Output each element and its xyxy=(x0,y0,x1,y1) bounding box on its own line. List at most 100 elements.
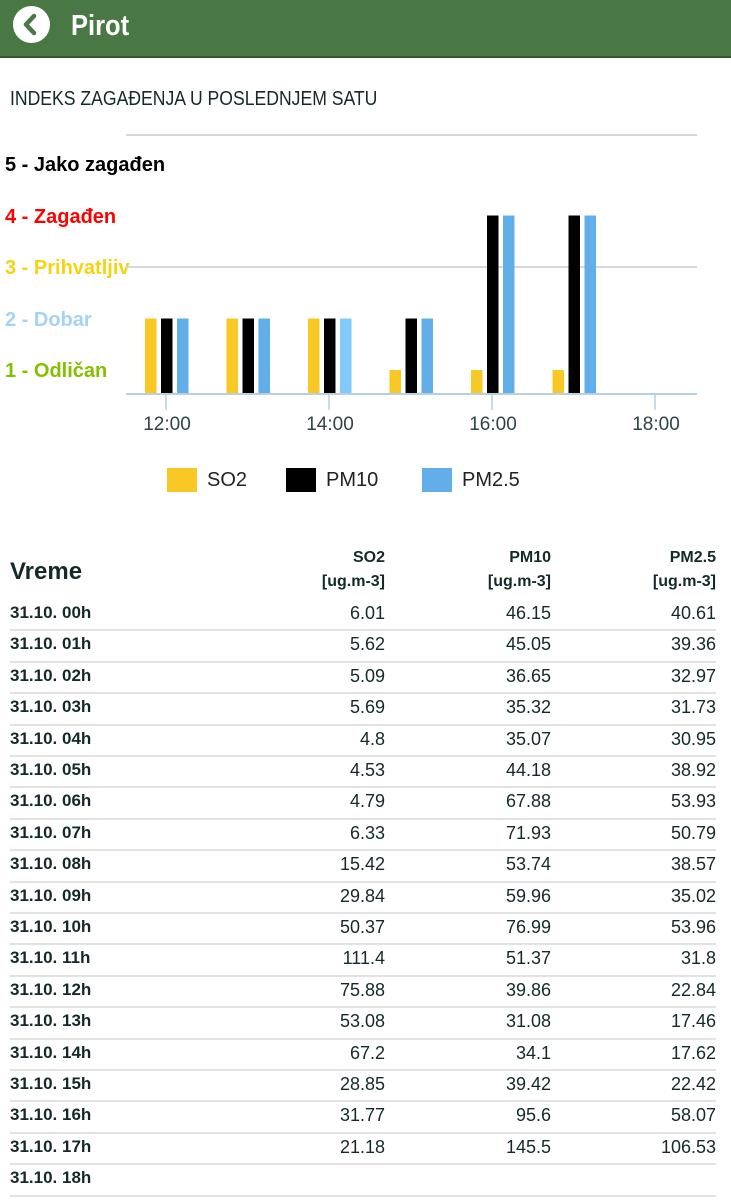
bar-pm10-15 xyxy=(405,318,417,394)
row-value: 39.36 xyxy=(670,634,716,655)
legend-label: SO2 xyxy=(207,468,248,491)
row-time: 31.10. 14h xyxy=(10,1042,92,1062)
row-value: 67.2 xyxy=(349,1042,385,1063)
legend-label: PM2.5 xyxy=(462,468,520,491)
row-value: 71.93 xyxy=(505,822,551,843)
legend-item-pm25[interactable]: PM2.5 xyxy=(422,468,520,492)
legend-swatch xyxy=(167,468,197,492)
bar-pm10-13 xyxy=(242,318,254,394)
table-row: 31.10. 18h xyxy=(10,1165,716,1197)
column-unit: [ug.m-3] xyxy=(652,573,716,590)
row-value: 34.1 xyxy=(515,1042,551,1063)
row-time: 31.10. 00h xyxy=(10,603,92,622)
table-row: 31.10. 14h 67.2 34.1 17.62 xyxy=(10,1040,716,1071)
table-row: 31.10. 06h 4.79 67.88 53.93 xyxy=(10,788,716,820)
row-value: 35.02 xyxy=(670,885,716,906)
legend-item-pm10[interactable]: PM10 xyxy=(286,468,378,492)
bar-pm25-15 xyxy=(421,318,433,394)
row-value: 111.4 xyxy=(342,948,385,969)
table-row: 31.10. 11h 111.4 51.37 31.8 xyxy=(10,945,716,977)
bar-pm25-14 xyxy=(340,318,352,394)
row-time: 31.10. 05h xyxy=(10,760,92,779)
section-title: INDEKS ZAGAĐENJA U POSLEDNJEM SATU xyxy=(10,88,378,110)
column-unit: [ug.m-3] xyxy=(487,573,551,590)
row-value: 36.65 xyxy=(505,665,551,686)
row-value: 75.88 xyxy=(339,979,385,1000)
bar-so2-15 xyxy=(389,370,401,394)
row-value: 51.37 xyxy=(505,948,551,969)
row-value: 145.5 xyxy=(505,1136,551,1157)
bar-pm25-16 xyxy=(503,215,515,394)
row-value: 50.79 xyxy=(670,822,716,843)
bar-so2-14 xyxy=(308,318,320,394)
table-row: 31.10. 17h 21.18 145.5 106.53 xyxy=(10,1134,716,1166)
bar-so2-13 xyxy=(226,318,238,394)
row-value: 59.96 xyxy=(505,885,551,906)
bar-so2-16 xyxy=(471,370,483,394)
bar-pm25-13 xyxy=(258,318,270,394)
column-header: PM2.5 [ug.m-3] xyxy=(596,546,716,594)
app-header: Pirot xyxy=(0,0,731,58)
row-time: 31.10. 15h xyxy=(10,1074,92,1093)
row-value: 30.95 xyxy=(670,728,716,749)
bar-pm10-12 xyxy=(161,318,173,394)
row-value: 46.15 xyxy=(505,603,551,623)
legend-label: PM10 xyxy=(326,468,379,491)
y-level-label: 2 - Dobar xyxy=(5,308,92,331)
x-tick-label: 12:00 xyxy=(143,414,191,435)
row-value: 31.08 xyxy=(505,1011,551,1032)
table-row: 31.10. 08h 15.42 53.74 38.57 xyxy=(10,851,716,883)
row-value: 28.85 xyxy=(339,1074,385,1094)
y-level-label: 1 - Odličan xyxy=(5,360,108,382)
y-level-label: 3 - Prihvatljiv xyxy=(5,257,130,279)
x-tick-label: 14:00 xyxy=(306,414,354,435)
row-value: 106.53 xyxy=(660,1136,716,1157)
row-value: 39.42 xyxy=(505,1074,551,1094)
row-value: 38.92 xyxy=(670,760,716,780)
row-time: 31.10. 13h xyxy=(10,1011,92,1031)
table-row: 31.10. 10h 50.37 76.99 53.96 xyxy=(10,914,716,946)
row-value: 5.62 xyxy=(349,634,385,655)
row-value: 53.96 xyxy=(670,917,716,937)
row-time: 31.10. 18h xyxy=(10,1168,92,1188)
table-row: 31.10. 13h 53.08 31.08 17.46 xyxy=(10,1008,716,1040)
bar-so2-17 xyxy=(552,370,564,394)
column-header: SO2 [ug.m-3] xyxy=(265,546,385,594)
table-row: 31.10. 05h 4.53 44.18 38.92 xyxy=(10,757,716,789)
row-value: 45.05 xyxy=(505,634,551,655)
row-value: 17.46 xyxy=(670,1011,716,1032)
row-time: 31.10. 16h xyxy=(10,1105,92,1125)
back-button[interactable] xyxy=(13,6,50,43)
pollution-index-chart: 12:00 14:00 16:00 18:00 xyxy=(126,134,697,435)
row-value: 4.79 xyxy=(349,791,385,812)
time-column-header: Vreme xyxy=(10,558,83,585)
row-time: 31.10. 01h xyxy=(10,634,92,654)
row-value: 22.42 xyxy=(670,1074,716,1094)
legend-swatch xyxy=(286,468,316,492)
row-value: 31.73 xyxy=(670,697,716,718)
row-value: 6.01 xyxy=(349,603,385,623)
column-header: PM10 [ug.m-3] xyxy=(431,546,551,594)
table-row: 31.10. 16h 31.77 95.6 58.07 xyxy=(10,1102,716,1134)
bar-pm10-14 xyxy=(324,318,336,394)
bar-so2-12 xyxy=(145,318,157,394)
row-value: 39.86 xyxy=(505,979,551,1000)
row-value: 22.84 xyxy=(670,979,716,1000)
bar-pm10-17 xyxy=(568,215,580,394)
row-value: 32.97 xyxy=(670,665,716,686)
row-time: 31.10. 06h xyxy=(10,791,92,811)
row-value: 44.18 xyxy=(505,760,551,780)
row-value: 31.77 xyxy=(339,1105,385,1126)
bar-pm10-16 xyxy=(487,215,499,394)
row-value: 15.42 xyxy=(339,854,385,875)
table-row: 31.10. 12h 75.88 39.86 22.84 xyxy=(10,977,716,1009)
chevron-left-icon xyxy=(23,13,37,36)
legend-item-so2[interactable]: SO2 xyxy=(167,468,247,492)
row-value: 38.57 xyxy=(670,854,716,875)
table-row: 31.10. 09h 29.84 59.96 35.02 xyxy=(10,883,716,914)
row-time: 31.10. 17h xyxy=(10,1136,92,1156)
row-value: 6.33 xyxy=(349,822,385,843)
row-time: 31.10. 04h xyxy=(10,728,92,748)
row-value: 76.99 xyxy=(505,917,551,937)
table-row: 31.10. 07h 6.33 71.93 50.79 xyxy=(10,820,716,852)
